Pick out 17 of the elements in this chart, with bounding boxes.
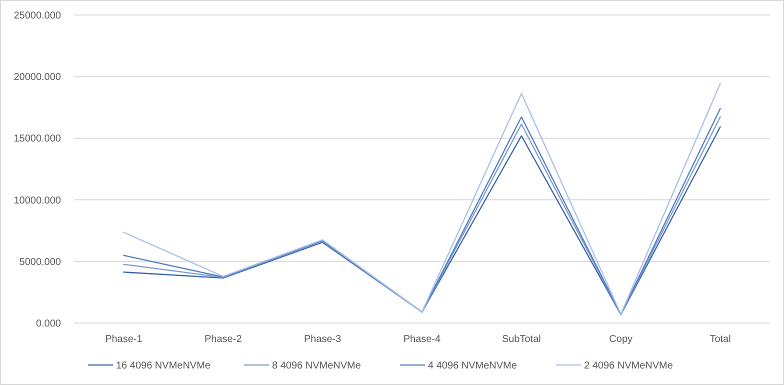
- y-tick-label: 5000.000: [19, 256, 62, 268]
- y-tick-label: 0.000: [36, 318, 62, 330]
- y-tick-label: 15000.000: [14, 134, 62, 145]
- y-tick-label: 10000.000: [14, 195, 62, 206]
- x-tick-label: Phase-2: [204, 334, 242, 345]
- x-tick-label: SubTotal: [502, 334, 541, 345]
- legend-label: 2 4096 NVMeNVMe: [584, 360, 674, 372]
- legend-label: 4 4096 NVMeNVMe: [428, 360, 518, 372]
- x-tick-label: Phase-4: [403, 334, 442, 345]
- x-tick-label: Phase-1: [105, 334, 143, 345]
- y-tick-label: 25000.000: [14, 10, 62, 22]
- x-tick-label: Copy: [609, 334, 633, 345]
- y-tick-label: 20000.000: [14, 72, 62, 84]
- legend-label: 8 4096 NVMeNVMe: [272, 360, 362, 372]
- x-tick-label: Total: [710, 334, 731, 345]
- x-tick-label: Phase-3: [304, 334, 342, 345]
- legend-label: 16 4096 NVMeNVMe: [116, 360, 211, 372]
